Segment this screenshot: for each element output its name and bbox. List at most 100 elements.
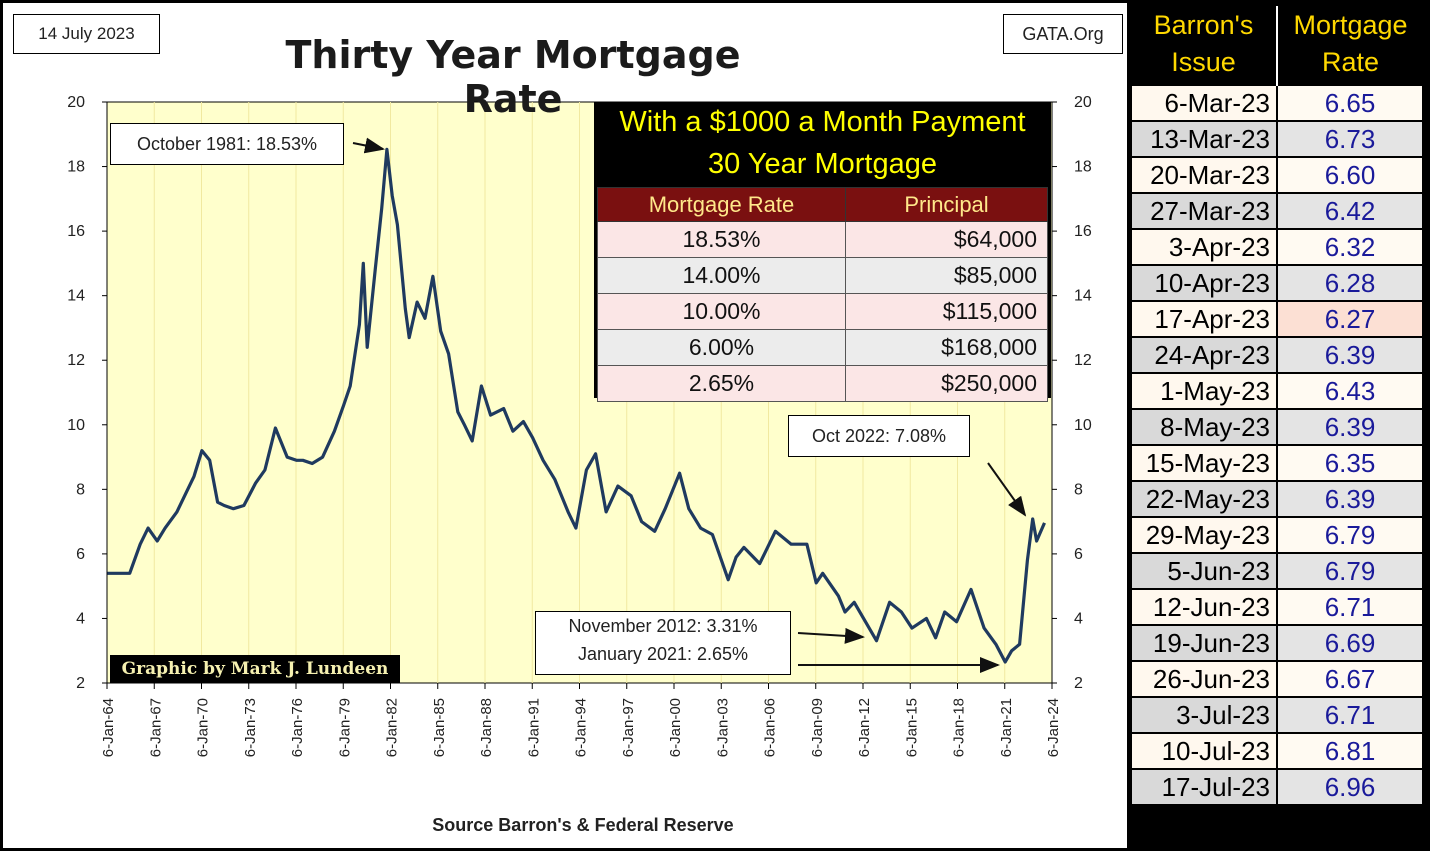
y-tick-label-right: 10 (1074, 417, 1092, 434)
site-label: GATA.Org (1003, 14, 1123, 54)
inset-row: 14.00% $85,000 (597, 257, 1048, 294)
x-tick-label: 6-Jan-64 (100, 698, 117, 757)
x-tick-label: 6-Jan-15 (903, 698, 920, 757)
issue-date: 8-May-23 (1130, 408, 1278, 446)
rate-value: 6.81 (1276, 732, 1424, 770)
y-tick-label-right: 8 (1074, 481, 1083, 498)
rate-value: 6.60 (1276, 156, 1424, 194)
inset-principal: $85,000 (845, 257, 1048, 294)
issue-date: 3-Apr-23 (1130, 228, 1278, 266)
y-tick-label-right: 12 (1074, 352, 1092, 369)
chart-title: Thirty Year Mortgage Rate (285, 33, 741, 121)
inset-table: Mortgage Rate Principal 18.53% $64,000 14.… (597, 187, 1048, 402)
rate-value: 6.42 (1276, 192, 1424, 230)
rate-value: 6.71 (1276, 696, 1424, 734)
inset-header-principal: Principal (845, 187, 1048, 222)
y-tick-label-right: 14 (1074, 288, 1092, 305)
issue-date: 10-Jul-23 (1130, 732, 1278, 770)
y-tick-label: 18 (67, 159, 85, 176)
rate-series-line (107, 147, 1046, 664)
rate-row: 29-May-23 6.79 (1130, 516, 1424, 554)
rate-value: 6.32 (1276, 228, 1424, 266)
y-tick-label-right: 6 (1074, 546, 1083, 563)
low-annotation-2012: November 2012: 3.31% (568, 616, 758, 636)
issue-date: 15-May-23 (1130, 444, 1278, 482)
issue-date: 1-May-23 (1130, 372, 1278, 410)
rate-value: 6.67 (1276, 660, 1424, 698)
inset-principal: $168,000 (845, 329, 1048, 366)
y-tick-label-right: 18 (1074, 159, 1092, 176)
rate-value: 6.96 (1276, 768, 1424, 806)
y-tick-label: 4 (76, 610, 85, 627)
recent-annotation: Oct 2022: 7.08% (788, 415, 970, 457)
y-tick-label: 12 (67, 352, 85, 369)
annotation-arrow (797, 627, 865, 644)
x-tick-label: 6-Jan-82 (384, 698, 401, 757)
issue-header: Barron's Issue (1131, 6, 1278, 85)
x-tick-label: 6-Jan-85 (431, 698, 448, 757)
x-tick-label: 6-Jan-70 (195, 698, 212, 757)
x-tick-label: 6-Jan-03 (714, 698, 731, 757)
inset-rate: 18.53% (597, 221, 846, 258)
y-tick-label: 14 (67, 288, 85, 305)
rate-row: 8-May-23 6.39 (1130, 408, 1424, 446)
x-tick-label: 6-Jan-18 (951, 698, 968, 757)
rate-row: 6-Mar-23 6.65 (1130, 84, 1424, 122)
inset-rate: 10.00% (597, 293, 846, 330)
rate-row: 19-Jun-23 6.69 (1130, 624, 1424, 662)
issue-date: 17-Apr-23 (1130, 300, 1278, 338)
inset-rate: 2.65% (597, 365, 846, 402)
inset-row: 6.00% $168,000 (597, 329, 1048, 366)
inset-row: 18.53% $64,000 (597, 221, 1048, 258)
rate-row: 27-Mar-23 6.42 (1130, 192, 1424, 230)
rate-row: 17-Jul-23 6.96 (1130, 768, 1424, 806)
x-tick-label: 6-Jan-00 (667, 698, 684, 757)
issue-date: 17-Jul-23 (1130, 768, 1278, 806)
rate-value: 6.35 (1276, 444, 1424, 482)
y-tick-label-right: 2 (1074, 675, 1083, 692)
inset-row: 2.65% $250,000 (597, 365, 1048, 402)
y-tick-label: 10 (67, 417, 85, 434)
issue-date: 24-Apr-23 (1130, 336, 1278, 374)
rate-row: 24-Apr-23 6.39 (1130, 336, 1424, 374)
credit-label: Graphic by Mark J. Lundeen (110, 655, 400, 683)
y-tick-label: 16 (67, 223, 85, 240)
inset-principal: $250,000 (845, 365, 1048, 402)
rate-value: 6.28 (1276, 264, 1424, 302)
issue-date: 20-Mar-23 (1130, 156, 1278, 194)
rate-value: 6.39 (1276, 408, 1424, 446)
inset-header-rate: Mortgage Rate (597, 187, 846, 222)
rate-value: 6.65 (1276, 84, 1424, 122)
rate-value: 6.39 (1276, 480, 1424, 518)
date-stamp: 14 July 2023 (13, 14, 160, 54)
x-tick-label: 6-Jan-94 (573, 698, 590, 757)
rate-value: 6.71 (1276, 588, 1424, 626)
rate-header: Mortgage Rate (1293, 10, 1408, 77)
rate-value: 6.79 (1276, 552, 1424, 590)
y-tick-label: 20 (67, 94, 85, 111)
issue-date: 10-Apr-23 (1130, 264, 1278, 302)
y-tick-label: 6 (76, 546, 85, 563)
rate-row: 5-Jun-23 6.79 (1130, 552, 1424, 590)
y-tick-label: 2 (76, 675, 85, 692)
annotation-arrow (987, 462, 1027, 517)
rate-row: 10-Apr-23 6.28 (1130, 264, 1424, 302)
x-tick-label: 6-Jan-76 (289, 698, 306, 757)
issue-date: 29-May-23 (1130, 516, 1278, 554)
inset-principal: $64,000 (845, 221, 1048, 258)
y-tick-label: 8 (76, 481, 85, 498)
issue-date: 6-Mar-23 (1130, 84, 1278, 122)
x-tick-label: 6-Jan-21 (998, 698, 1015, 757)
y-tick-label-right: 4 (1074, 610, 1083, 627)
issue-date: 27-Mar-23 (1130, 192, 1278, 230)
payment-inset: With a $1000 a Month Payment 30 Year Mor… (594, 102, 1051, 402)
x-tick-label: 6-Jan-09 (809, 698, 826, 757)
issue-date: 22-May-23 (1130, 480, 1278, 518)
rate-value: 6.69 (1276, 624, 1424, 662)
rate-row: 13-Mar-23 6.73 (1130, 120, 1424, 158)
issue-date: 26-Jun-23 (1130, 660, 1278, 698)
weekly-rate-table: Barron's Issue Mortgage Rate 6-Mar-23 6.6… (1130, 6, 1424, 806)
x-tick-label: 6-Jan-06 (762, 698, 779, 757)
issue-date: 19-Jun-23 (1130, 624, 1278, 662)
issue-date: 12-Jun-23 (1130, 588, 1278, 626)
